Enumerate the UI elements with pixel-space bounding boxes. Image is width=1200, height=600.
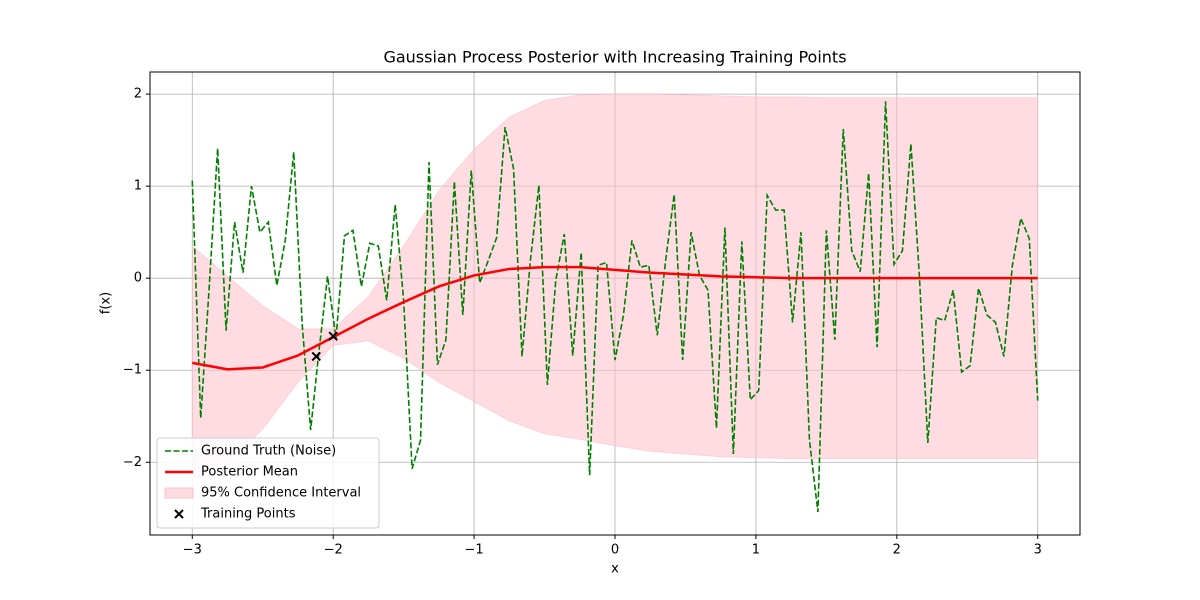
line	[191, 101, 1039, 513]
x-tick-label: 3	[1034, 543, 1042, 558]
x-tick-label: 0	[611, 543, 619, 558]
y-tick-label: 1	[134, 179, 142, 194]
legend-label: Training Points	[200, 507, 296, 522]
legend-label: 95% Confidence Interval	[201, 486, 361, 501]
x-tick-label: −1	[465, 543, 484, 558]
confidence-band	[191, 93, 1039, 481]
legend-box	[156, 437, 380, 529]
training-point	[311, 351, 321, 362]
chart-title: Gaussian Process Posterior with Increasi…	[383, 48, 846, 67]
legend-swatch	[164, 487, 194, 499]
legend-label: Posterior Mean	[201, 465, 298, 480]
x-tick-label: 1	[752, 543, 760, 558]
y-tick-label: 2	[134, 87, 142, 102]
y-tick-label: 0	[134, 271, 142, 286]
x-tick-label: 2	[893, 543, 901, 558]
legend-label: Ground Truth (Noise)	[201, 444, 336, 459]
y-tick-label: −2	[123, 455, 142, 470]
x-axis-label: x	[611, 562, 619, 577]
y-axis-label: f(x)	[99, 292, 114, 314]
x-tick-label: −2	[324, 543, 343, 558]
training-point	[328, 331, 338, 341]
axes-frame	[149, 71, 1081, 536]
x-tick-label: −3	[183, 543, 202, 558]
legend-swatch	[174, 509, 184, 519]
y-tick-label: −1	[123, 363, 142, 378]
